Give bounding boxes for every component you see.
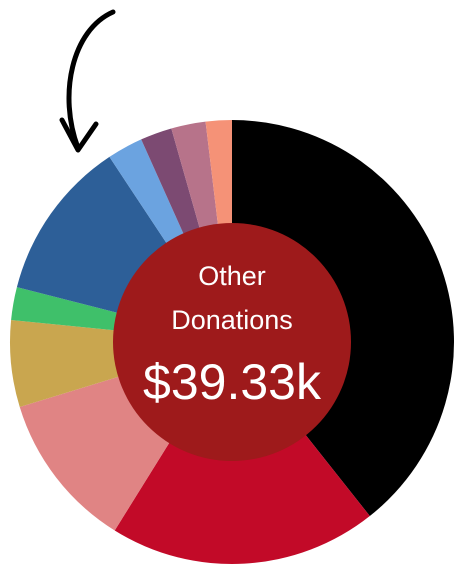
center-line: Other (198, 261, 266, 291)
center-line: Donations (171, 305, 293, 335)
center-total: $39.33k (143, 354, 322, 410)
arrow (59, 9, 116, 153)
center-circle (113, 223, 351, 461)
